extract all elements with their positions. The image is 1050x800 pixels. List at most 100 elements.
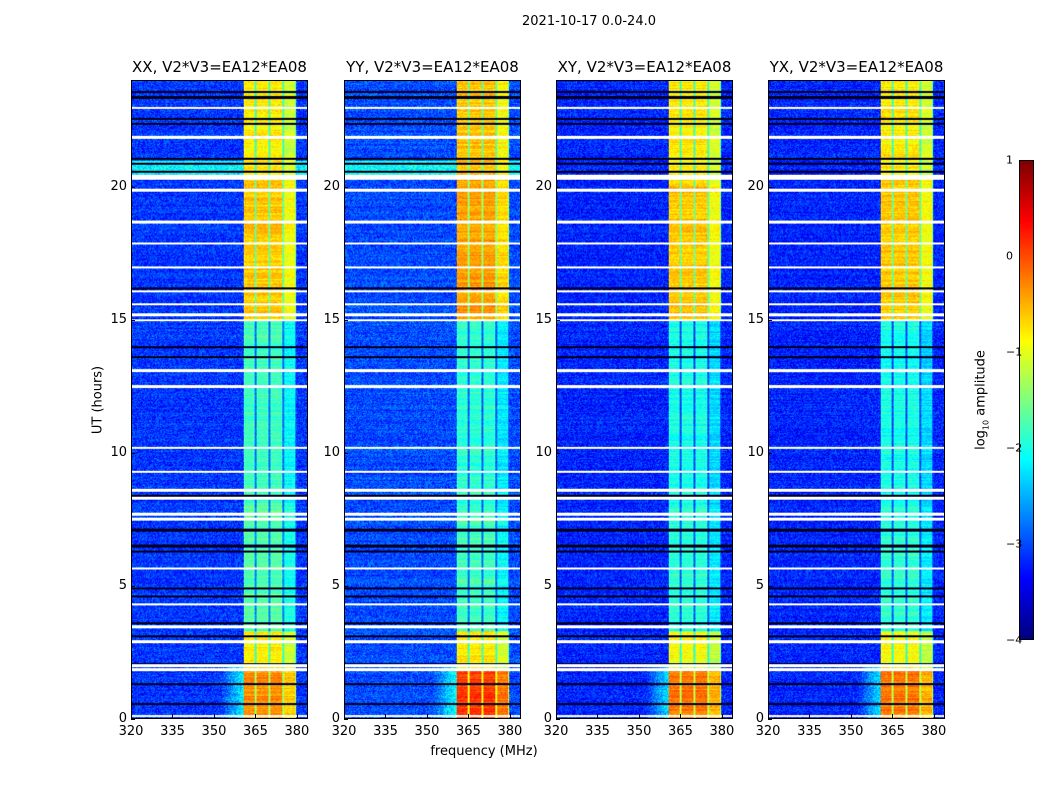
y-tick-label: 0 [331,711,340,726]
y-tick-label: 5 [755,577,764,593]
x-tick-label: 335 [797,724,822,739]
y-tick-mark [556,319,560,321]
y-tick-mark [131,585,135,587]
y-tick-mark [344,319,348,321]
colorbar-tick-label: −1 [1006,345,1023,359]
figure-title: 2021-10-17 0.0-24.0 [522,14,656,29]
x-tick-mark [255,714,257,718]
x-tick-mark [296,714,298,718]
y-tick-label: 0 [755,711,764,726]
x-tick-mark [597,714,599,718]
x-tick-label: 350 [201,724,227,739]
x-tick-mark [213,714,215,718]
colorbar-label-sub: 10 [981,419,991,431]
y-tick-label: 20 [535,178,552,194]
y-tick-label: 5 [118,577,127,593]
y-tick-label: 20 [323,178,340,194]
y-tick-mark [344,186,348,188]
x-tick-label: 380 [921,724,947,739]
y-tick-mark [344,585,348,587]
heatmap-panel-yx [768,80,945,719]
x-tick-label: 335 [373,724,398,739]
x-tick-label: 335 [585,724,610,739]
y-tick-label: 0 [543,711,552,726]
y-tick-label: 5 [331,577,340,593]
heatmap-image [132,81,307,718]
x-tick-mark [680,714,682,718]
y-tick-mark [556,585,560,587]
x-tick-label: 380 [284,724,310,739]
y-tick-label: 0 [118,711,127,726]
colorbar [1019,160,1034,640]
panel-title: XY, V2*V3=EA12*EA08 [557,58,732,76]
x-tick-mark [131,714,132,718]
y-tick-mark [768,719,772,720]
x-tick-label: 365 [668,724,693,739]
x-tick-label: 380 [709,724,735,739]
heatmap-panel-xy [556,80,733,719]
y-tick-label: 20 [747,178,764,194]
x-tick-label: 350 [838,724,864,739]
x-tick-label: 320 [331,724,357,739]
x-tick-label: 365 [456,724,481,739]
x-tick-mark [344,714,345,718]
colorbar-label: log10 amplitude [974,350,991,450]
x-tick-label: 365 [243,724,268,739]
colorbar-label-log: log [973,430,989,450]
colorbar-gradient [1020,161,1033,639]
y-tick-mark [131,186,135,188]
y-tick-mark [344,452,348,454]
colorbar-tick-label: −4 [1006,633,1023,647]
heatmap-panel-xx [131,80,308,719]
x-tick-mark [556,714,557,718]
x-tick-label: 350 [626,724,652,739]
y-tick-mark [131,452,135,454]
colorbar-tick-label: −3 [1006,537,1023,551]
y-tick-label: 15 [747,311,764,327]
y-tick-label: 20 [110,178,127,194]
colorbar-tick-label: 1 [1006,153,1013,167]
x-tick-mark [468,714,470,718]
x-tick-label: 365 [880,724,905,739]
y-tick-mark [768,319,772,321]
colorbar-tick-label: −2 [1006,441,1023,455]
y-axis-label: UT (hours) [90,365,106,435]
y-tick-mark [344,719,348,720]
heatmap-image [557,81,732,718]
y-tick-mark [131,319,135,321]
y-tick-label: 10 [110,444,127,460]
x-tick-mark [850,714,852,718]
x-tick-mark [892,714,894,718]
y-tick-mark [768,186,772,188]
heatmap-image [345,81,520,718]
y-tick-mark [556,719,560,720]
panel-title: YX, V2*V3=EA12*EA08 [769,58,944,76]
y-tick-mark [768,452,772,454]
x-tick-label: 350 [414,724,440,739]
x-tick-mark [638,714,640,718]
x-tick-label: 380 [497,724,523,739]
x-tick-mark [809,714,811,718]
x-tick-mark [385,714,387,718]
x-tick-mark [172,714,174,718]
y-tick-mark [556,186,560,188]
x-tick-label: 335 [160,724,185,739]
x-tick-label: 320 [755,724,781,739]
colorbar-label-rest: amplitude [973,350,989,420]
y-tick-mark [556,452,560,454]
x-tick-mark [509,714,511,718]
y-tick-mark [131,719,135,720]
colorbar-tick-label: 0 [1006,249,1013,263]
x-axis-label: frequency (MHz) [430,744,538,759]
y-tick-label: 10 [535,444,552,460]
y-tick-label: 10 [747,444,764,460]
y-tick-label: 5 [543,577,552,593]
x-tick-mark [426,714,428,718]
x-tick-label: 320 [543,724,569,739]
y-tick-label: 10 [323,444,340,460]
y-tick-label: 15 [323,311,340,327]
y-tick-mark [768,585,772,587]
x-tick-mark [933,714,935,718]
y-tick-label: 15 [110,311,127,327]
